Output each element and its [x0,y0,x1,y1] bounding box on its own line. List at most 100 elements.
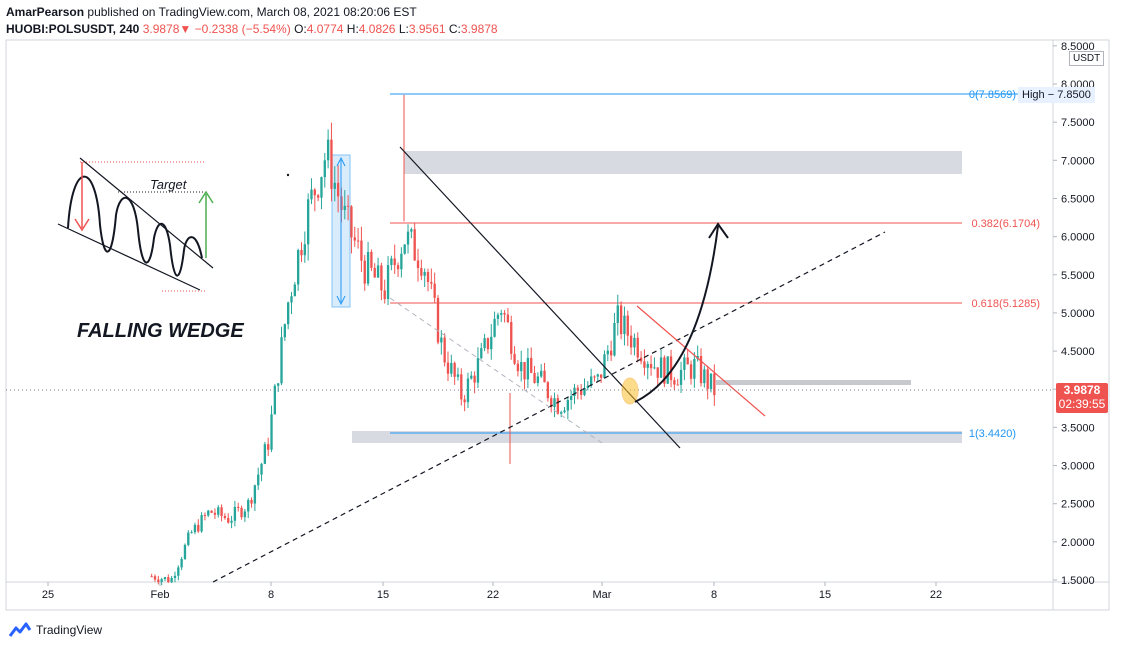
candle-body [363,260,366,284]
candle-body [373,267,376,278]
candle-body [203,515,207,517]
y-tick-label: 6.5000 [1061,193,1095,205]
candle-body [160,579,163,582]
projection-arrow[interactable] [634,225,719,403]
x-tick-label: 8 [268,589,274,601]
candle-body [560,412,563,414]
candle-body [386,265,390,300]
candle-body [556,398,560,414]
lower-wedge-dashed[interactable] [389,297,603,444]
x-tick-label: Mar [593,589,612,601]
candle-body [493,318,496,337]
candle-body [180,558,183,568]
candle-body [330,139,333,189]
candle-body [500,313,503,315]
candle-body [393,258,396,266]
candle-body [536,376,540,383]
x-tick-label: 22 [487,589,499,601]
candle-body [220,507,223,516]
candle-body [296,249,300,285]
stray-dot [286,173,290,177]
candle-body [636,337,639,358]
time-axis[interactable]: 25 Feb 8 15 22 Mar 8 15 22 [42,582,942,601]
candle-body [423,271,426,276]
candle-body [167,577,170,583]
candle-body [530,357,533,373]
candle-body [440,337,443,343]
red-descending-line[interactable] [636,305,766,417]
candle-body [563,410,566,413]
x-tick-label: 15 [377,589,389,601]
target-label: Target [150,177,188,192]
candle-body [403,244,406,254]
candle-body [257,474,260,486]
candle-body [190,532,193,534]
symbol-label[interactable]: HUOBI:POLSUSDT, 240 [6,22,140,36]
candle-body [243,511,247,518]
candle-body [270,414,273,450]
candle-body [283,324,287,338]
candle-body [659,357,663,378]
wedge-title: FALLING WEDGE [77,320,244,342]
x-tick-label: 25 [42,589,54,601]
candle-body [579,390,583,395]
fib-levels: 0(7.8569) 0.382(6.1704) 0.618(5.1285) 1(… [390,89,1040,440]
candle-body [170,578,173,583]
candle-body [583,387,586,395]
candle-body [639,357,643,362]
candle-body [313,189,316,196]
candle-body [306,199,310,245]
x-tick-label: 8 [711,589,717,601]
candle-body [280,337,283,384]
change-value: −0.2338 (−5.54%) [194,22,291,36]
tradingview-logo-icon [8,622,32,637]
candle-body [686,357,689,365]
candle-body [460,374,463,400]
breakout-marker[interactable] [621,377,639,405]
publish-info: published on TradingView.com, March 08, … [87,5,417,19]
support-zone [352,431,962,443]
candle-body [413,229,416,261]
candle-body [213,512,217,515]
y-tick-label: 2.0000 [1061,537,1095,549]
candle-body [376,265,380,278]
candle-body [699,356,703,384]
y-tick-label: 3.5000 [1061,422,1095,434]
candle-body [679,369,683,385]
drop-arrow-icon [74,218,90,232]
upper-wedge-line[interactable] [399,146,681,449]
candle-body [406,231,410,245]
candle-body [666,356,669,384]
candle-body [420,268,423,276]
candle-body [210,510,213,513]
candle-body [470,375,473,379]
open-value: 4.0774 [306,22,344,36]
candle-body [390,258,393,266]
candle-body [599,374,603,378]
x-tick-label: Feb [151,589,170,601]
candle-body [616,305,619,323]
candle-body [483,338,486,349]
footer-brand[interactable]: TradingView [8,620,102,640]
currency-label[interactable]: USDT [1069,51,1105,66]
candle-body [450,362,453,374]
open-label: O: [294,22,307,36]
candle-body [453,362,456,377]
candle-body [290,296,293,303]
author-name[interactable]: AmarPearson [6,5,85,19]
y-tick-label: 4.5000 [1061,346,1095,358]
candle-body [646,364,649,368]
candle-body [476,358,480,383]
candle-body [433,283,436,298]
candle-body [510,322,513,354]
brand-name: TradingView [36,623,103,637]
candle-body [223,515,227,519]
close-label: C: [448,22,461,36]
candle-body [247,499,250,512]
candle-body [227,518,230,523]
candle-body [606,350,609,355]
candle-body [200,515,203,532]
price-axis[interactable]: 1.50002.00002.50003.00003.50004.00004.50… [1053,41,1095,587]
high-badge-value: 7.8500 [1057,89,1091,101]
